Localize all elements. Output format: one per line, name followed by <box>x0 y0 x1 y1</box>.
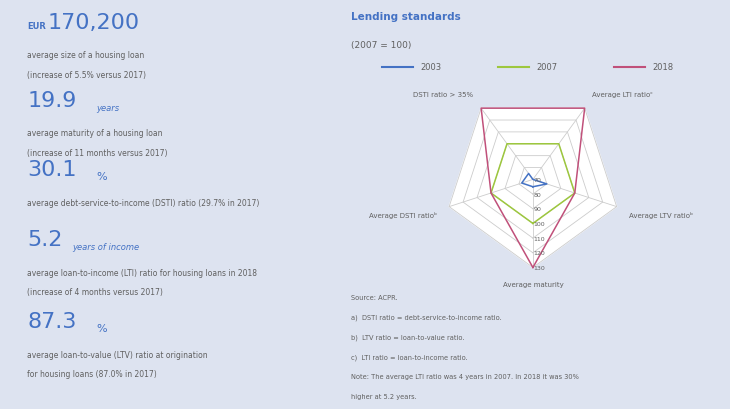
Text: DSTI ratio > 35%: DSTI ratio > 35% <box>413 92 473 98</box>
Text: a)  DSTI ratio = debt-service-to-income ratio.: a) DSTI ratio = debt-service-to-income r… <box>351 314 502 321</box>
Text: 120: 120 <box>534 251 545 256</box>
Text: (increase of 5.5% versus 2017): (increase of 5.5% versus 2017) <box>28 71 147 80</box>
Text: Source: ACPR.: Source: ACPR. <box>351 294 397 301</box>
Text: %: % <box>96 172 107 182</box>
Text: Average LTI ratioᶜ: Average LTI ratioᶜ <box>593 92 653 98</box>
Text: average loan-to-income (LTI) ratio for housing loans in 2018: average loan-to-income (LTI) ratio for h… <box>28 268 258 277</box>
Text: Average LTV ratioᵇ: Average LTV ratioᵇ <box>629 211 694 218</box>
Text: b)  LTV ratio = loan-to-value ratio.: b) LTV ratio = loan-to-value ratio. <box>351 334 464 340</box>
Text: Lending standards: Lending standards <box>351 12 461 22</box>
Text: (increase of 4 months versus 2017): (increase of 4 months versus 2017) <box>28 288 164 297</box>
Text: 170,200: 170,200 <box>48 13 140 33</box>
Text: 90: 90 <box>534 207 542 212</box>
Text: 80: 80 <box>534 192 542 197</box>
Text: 110: 110 <box>534 236 545 241</box>
Text: years of income: years of income <box>72 243 139 252</box>
Text: years: years <box>96 103 119 112</box>
Text: Note: The average LTI ratio was 4 years in 2007. In 2018 it was 30%: Note: The average LTI ratio was 4 years … <box>351 373 579 379</box>
Text: Average DSTI ratioᵇ: Average DSTI ratioᵇ <box>369 211 437 218</box>
Text: for housing loans (87.0% in 2017): for housing loans (87.0% in 2017) <box>28 369 157 378</box>
Text: 130: 130 <box>534 265 545 270</box>
Text: average debt-service-to-income (DSTI) ratio (29.7% in 2017): average debt-service-to-income (DSTI) ra… <box>28 198 260 207</box>
Text: 2007: 2007 <box>537 63 558 72</box>
Text: higher at 5.2 years.: higher at 5.2 years. <box>351 393 417 399</box>
Text: c)  LTI ratio = loan-to-income ratio.: c) LTI ratio = loan-to-income ratio. <box>351 353 468 360</box>
Text: 30.1: 30.1 <box>28 160 77 180</box>
Text: %: % <box>96 323 107 333</box>
Text: 19.9: 19.9 <box>28 90 77 110</box>
Text: EUR: EUR <box>28 22 46 31</box>
Text: 2018: 2018 <box>653 63 674 72</box>
Text: 70: 70 <box>534 178 542 182</box>
Text: average maturity of a housing loan: average maturity of a housing loan <box>28 129 163 138</box>
Text: (2007 = 100): (2007 = 100) <box>351 41 411 50</box>
Polygon shape <box>449 109 617 268</box>
Text: average size of a housing loan: average size of a housing loan <box>28 51 145 60</box>
Text: (increase of 11 months versus 2017): (increase of 11 months versus 2017) <box>28 148 168 157</box>
Text: 100: 100 <box>534 221 545 227</box>
Text: 87.3: 87.3 <box>28 311 77 331</box>
Text: Average maturity: Average maturity <box>502 281 564 287</box>
Text: 5.2: 5.2 <box>28 229 63 249</box>
Text: average loan-to-value (LTV) ratio at origination: average loan-to-value (LTV) ratio at ori… <box>28 350 208 359</box>
Text: 2003: 2003 <box>420 63 442 72</box>
